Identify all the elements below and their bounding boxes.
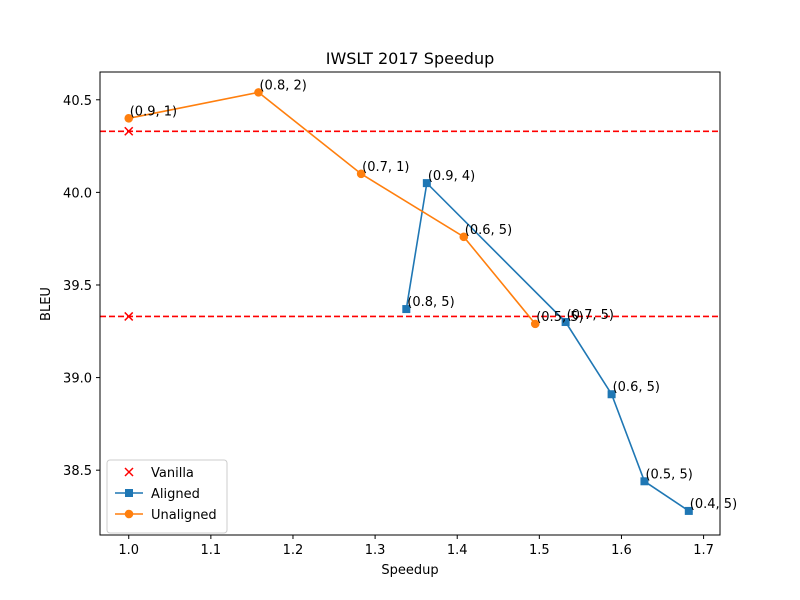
data-point-aligned-5 <box>640 477 649 486</box>
y-tick-label: 40.5 <box>63 94 92 109</box>
data-point-aligned-3 <box>561 318 570 327</box>
point-label-unaligned-1: (0.9, 1) <box>130 104 177 119</box>
x-tick-label: 1.7 <box>693 543 714 558</box>
data-point-vanilla-2 <box>124 311 134 321</box>
point-label-aligned-1: (0.8, 5) <box>407 295 454 310</box>
data-point-aligned-6 <box>684 506 693 515</box>
legend-marker-vanilla <box>124 467 134 477</box>
legend-label-unaligned: Unaligned <box>151 508 217 523</box>
x-tick-label: 1.2 <box>283 543 304 558</box>
legend-item-vanilla: Vanilla <box>124 466 194 481</box>
legend-item-unaligned: Unaligned <box>115 508 217 523</box>
point-label-unaligned-2: (0.8, 2) <box>259 78 306 93</box>
axes-frame <box>99 71 721 536</box>
legend: Vanilla Aligned Unaligned <box>106 459 228 534</box>
legend-marker-aligned <box>125 489 133 497</box>
plot-frame <box>99 71 721 536</box>
legend-item-aligned: Aligned <box>115 487 200 502</box>
series-unaligned <box>124 88 540 329</box>
series-aligned <box>402 179 693 515</box>
data-point-aligned-1 <box>402 305 411 314</box>
data-point-vanilla-1 <box>124 126 134 136</box>
y-tick-label: 39.5 <box>63 279 92 294</box>
point-label-unaligned-3: (0.7, 1) <box>362 160 409 175</box>
point-label-aligned-6: (0.4, 5) <box>690 497 737 512</box>
reference-lines <box>100 130 720 318</box>
point-label-aligned-4: (0.6, 5) <box>613 380 660 395</box>
data-point-unaligned-5 <box>530 319 540 329</box>
series-vanilla <box>124 126 134 321</box>
y-axis: 38.5 39.0 39.5 40.0 40.5 <box>63 94 100 479</box>
data-point-unaligned-3 <box>356 169 366 179</box>
point-labels: (0.8, 5) (0.9, 4) (0.7, 5) (0.6, 5) (0.5, 5)… <box>130 78 737 512</box>
legend-label-aligned: Aligned <box>151 487 200 502</box>
x-tick-label: 1.3 <box>365 543 386 558</box>
plot-background <box>100 72 720 535</box>
x-tick-label: 1.5 <box>529 543 550 558</box>
series-line-aligned <box>405 181 690 512</box>
point-label-unaligned-4: (0.6, 5) <box>465 223 512 238</box>
series-layer <box>124 88 693 515</box>
x-tick-label: 1.4 <box>447 543 468 558</box>
plot-area <box>100 72 720 535</box>
y-tick-label: 40.0 <box>63 186 92 201</box>
chart-title: IWSLT 2017 Speedup <box>326 49 495 68</box>
y-tick-label: 39.0 <box>63 372 92 387</box>
data-point-unaligned-1 <box>124 114 134 123</box>
legend-label-vanilla: Vanilla <box>151 466 194 481</box>
point-label-aligned-2: (0.9, 4) <box>428 169 475 184</box>
y-axis-label: BLEU <box>39 287 54 321</box>
y-tick-label: 38.5 <box>63 464 92 479</box>
data-point-aligned-2 <box>422 179 431 188</box>
data-point-aligned-4 <box>607 390 616 399</box>
point-label-unaligned-5: (0.5, 5) <box>536 310 583 325</box>
x-axis: 1.0 1.1 1.2 1.3 1.4 1.5 1.6 1.7 <box>118 535 714 558</box>
x-tick-label: 1.1 <box>201 543 222 558</box>
point-label-aligned-5: (0.5, 5) <box>645 467 692 482</box>
x-tick-label: 1.0 <box>118 543 139 558</box>
point-label-aligned-3: (0.7, 5) <box>567 308 614 323</box>
x-axis-label: Speedup <box>381 563 438 578</box>
data-point-unaligned-4 <box>459 232 469 242</box>
x-tick-label: 1.6 <box>611 543 632 558</box>
legend-marker-unaligned <box>124 509 134 519</box>
data-point-unaligned-2 <box>254 88 263 97</box>
